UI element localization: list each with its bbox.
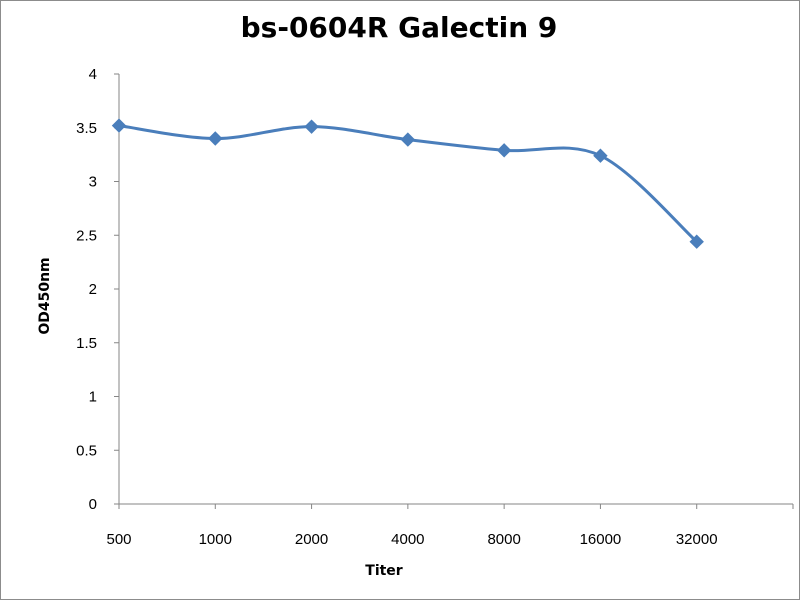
chart-title: bs-0604R Galectin 9 [241, 11, 558, 44]
y-tick-label: 0 [89, 496, 97, 513]
x-axis-ticks: 500 1000 2000 4000 8000 16000 32000 [106, 504, 794, 548]
data-point-marker [593, 148, 608, 163]
x-axis-label: Titer [365, 563, 403, 579]
data-point-marker [496, 143, 512, 158]
x-tick-label: 16000 [580, 531, 622, 548]
y-axis-ticks: 0 0.5 1 1.5 2 2.5 3 3.5 4 [76, 66, 119, 513]
x-tick-label: 500 [106, 531, 131, 548]
series-markers [111, 118, 704, 249]
y-tick-label: 3 [89, 174, 97, 191]
y-tick-label: 3.5 [76, 120, 97, 137]
y-tick-label: 1.5 [76, 335, 97, 352]
x-tick-label: 32000 [676, 531, 718, 548]
y-axis-label: OD450nm [37, 257, 53, 334]
y-tick-label: 0.5 [76, 442, 97, 459]
data-point-marker [111, 118, 127, 133]
data-point-marker [689, 234, 704, 249]
x-tick-label: 4000 [391, 531, 424, 548]
data-point-marker [400, 132, 416, 147]
data-point-marker [304, 119, 319, 134]
x-tick-label: 1000 [199, 531, 232, 548]
x-tick-label: 2000 [295, 531, 328, 548]
y-tick-label: 1 [89, 389, 97, 406]
y-tick-label: 2.5 [76, 227, 97, 244]
data-point-marker [208, 131, 223, 146]
y-tick-label: 4 [89, 66, 97, 83]
x-tick-label: 8000 [487, 531, 520, 548]
y-tick-label: 2 [89, 281, 97, 298]
